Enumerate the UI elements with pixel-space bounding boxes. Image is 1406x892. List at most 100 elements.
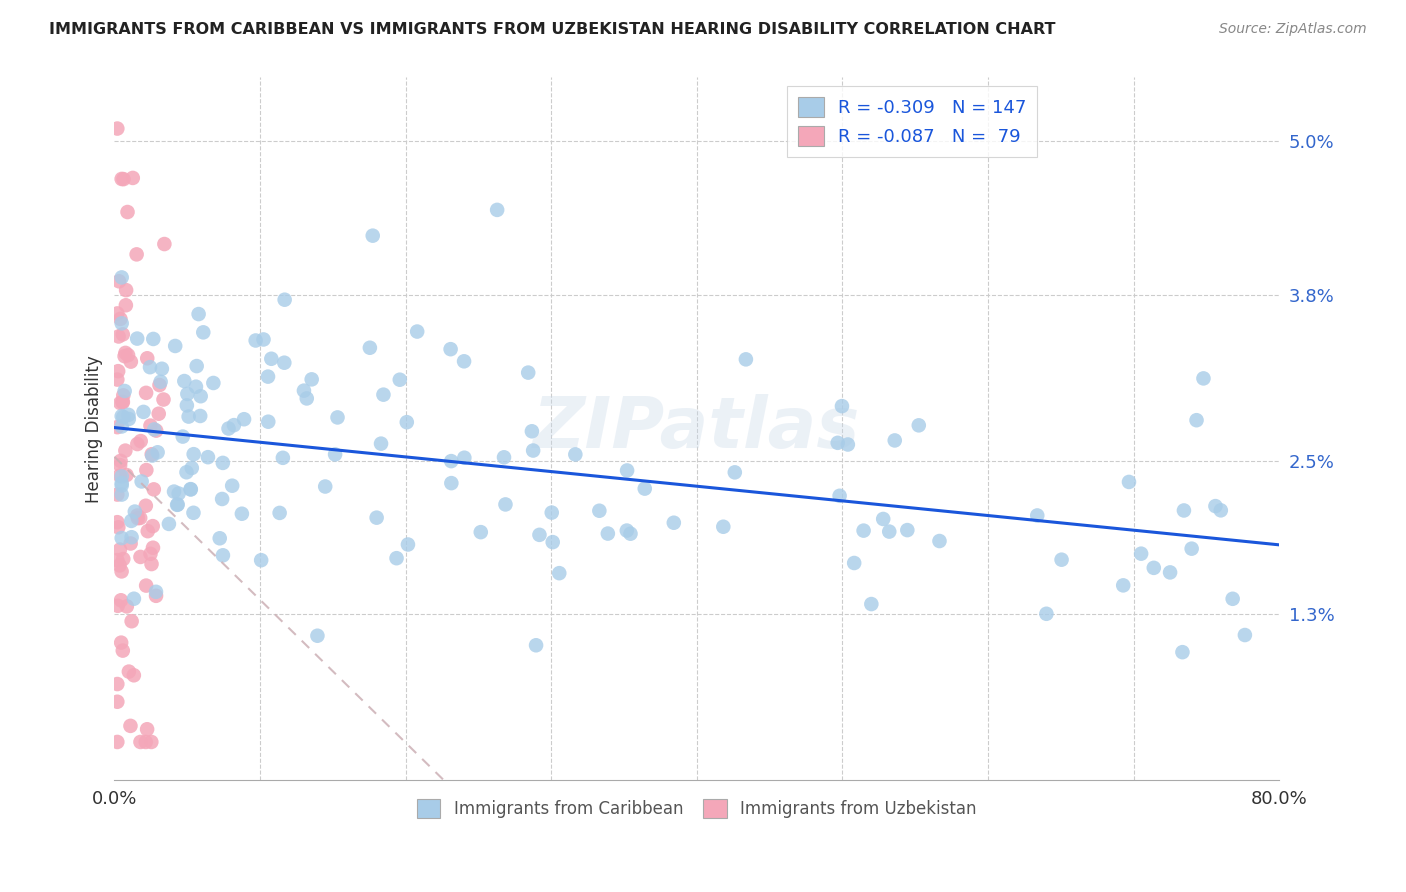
Point [120,354,142,368]
Point [135,735,157,749]
Point [131,475,153,489]
Point [250,553,273,567]
Point [117,205,139,219]
Point [252,333,274,347]
Point [440,454,463,468]
Point [453,450,475,465]
Point [257,369,280,384]
Point [111,327,134,342]
Point [183,447,205,461]
Point [388,373,411,387]
Point [122,591,145,606]
Point [218,421,240,435]
Point [129,735,152,749]
Point [711,520,734,534]
Point [105,306,128,320]
Point [520,424,543,438]
Point [872,512,894,526]
Point [208,531,231,545]
Point [112,172,135,186]
Point [1171,645,1194,659]
Point [111,478,134,492]
Point [127,437,149,451]
Point [152,392,174,407]
Point [233,412,256,426]
Point [231,507,253,521]
Point [852,524,875,538]
Point [548,566,571,581]
Point [114,349,136,363]
Point [108,558,131,573]
Point [136,524,159,538]
Point [107,364,129,378]
Text: ZIPatlas: ZIPatlas [533,394,860,463]
Point [1159,566,1181,580]
Point [883,434,905,448]
Point [120,536,142,550]
Point [173,374,195,388]
Point [1209,503,1232,517]
Point [112,552,135,566]
Point [828,489,851,503]
Point [188,409,211,423]
Point [117,408,139,422]
Point [307,629,329,643]
Text: Source: ZipAtlas.com: Source: ZipAtlas.com [1219,22,1367,37]
Point [166,498,188,512]
Point [121,170,143,185]
Point [114,384,136,398]
Point [115,599,138,614]
Point [186,359,208,373]
Point [105,487,128,501]
Point [111,395,134,409]
Point [141,449,163,463]
Point [180,461,202,475]
Point [111,316,134,330]
Y-axis label: Hearing Disability: Hearing Disability [86,355,103,503]
Point [108,274,131,288]
Point [132,405,155,419]
Point [114,346,136,360]
Point [176,387,198,401]
Point [145,424,167,438]
Point [115,298,138,312]
Point [724,466,747,480]
Point [495,498,517,512]
Point [111,476,134,491]
Point [292,384,315,398]
Point [260,351,283,366]
Point [212,549,235,563]
Point [301,372,323,386]
Point [202,376,225,390]
Point [193,326,215,340]
Point [517,366,540,380]
Point [326,410,349,425]
Point [180,483,202,497]
Point [111,172,134,186]
Point [107,329,129,343]
Point [110,311,132,326]
Point [145,589,167,603]
Point [1185,413,1208,427]
Point [112,388,135,402]
Point [105,515,128,529]
Point [141,447,163,461]
Point [1222,591,1244,606]
Point [117,348,139,362]
Point [110,396,132,410]
Point [1118,475,1140,489]
Legend: Immigrants from Caribbean, Immigrants from Uzbekistan: Immigrants from Caribbean, Immigrants fr… [411,793,983,825]
Point [896,523,918,537]
Point [105,121,128,136]
Point [831,399,853,413]
Point [143,422,166,436]
Point [110,454,132,468]
Point [110,593,132,607]
Point [588,504,610,518]
Point [125,247,148,261]
Point [107,599,129,613]
Point [153,237,176,252]
Point [142,541,165,555]
Point [120,514,142,528]
Point [105,677,128,691]
